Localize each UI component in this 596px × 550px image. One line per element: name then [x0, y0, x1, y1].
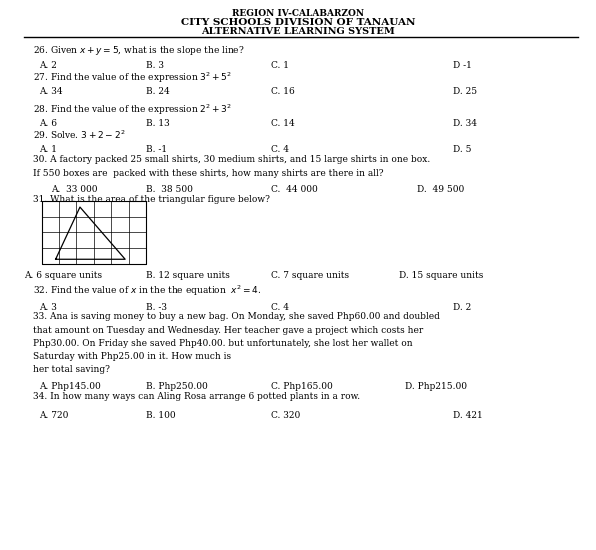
Text: D.  49 500: D. 49 500 — [417, 185, 464, 194]
Text: that amount on Tuesday and Wednesday. Her teacher gave a project which costs her: that amount on Tuesday and Wednesday. He… — [33, 326, 423, 334]
Text: 30. A factory packed 25 small shirts, 30 medium shirts, and 15 large shirts in o: 30. A factory packed 25 small shirts, 30… — [33, 155, 430, 164]
Text: B. Php250.00: B. Php250.00 — [146, 382, 208, 390]
Text: C. 7 square units: C. 7 square units — [271, 271, 349, 279]
Text: D. Php215.00: D. Php215.00 — [405, 382, 467, 390]
Text: 31. What is the area of the triangular figure below?: 31. What is the area of the triangular f… — [33, 195, 269, 204]
Text: 27. Find the value of the expression $3^2+5^2$: 27. Find the value of the expression $3^… — [33, 70, 232, 85]
Text: B.  38 500: B. 38 500 — [146, 185, 193, 194]
Text: D. 2: D. 2 — [453, 302, 471, 311]
Text: D. 34: D. 34 — [453, 119, 477, 128]
Text: REGION IV-CALABARZON: REGION IV-CALABARZON — [232, 9, 364, 18]
Text: CITY SCHOOLS DIVISION OF TANAUAN: CITY SCHOOLS DIVISION OF TANAUAN — [181, 18, 415, 26]
Text: C. 320: C. 320 — [271, 411, 300, 420]
Text: D. 25: D. 25 — [453, 87, 477, 96]
Text: A. 6: A. 6 — [39, 119, 57, 128]
Text: C. 4: C. 4 — [271, 145, 289, 154]
Text: A. Php145.00: A. Php145.00 — [39, 382, 101, 390]
Text: B. 3: B. 3 — [146, 60, 164, 69]
Text: 34. In how many ways can Aling Rosa arrange 6 potted plants in a row.: 34. In how many ways can Aling Rosa arra… — [33, 392, 360, 400]
Text: C.  44 000: C. 44 000 — [271, 185, 318, 194]
Text: A. 6 square units: A. 6 square units — [24, 271, 102, 279]
Text: A. 1: A. 1 — [39, 145, 57, 154]
Text: A. 720: A. 720 — [39, 411, 68, 420]
Text: D. 5: D. 5 — [453, 145, 471, 154]
Text: 33. Ana is saving money to buy a new bag. On Monday, she saved Php60.00 and doub: 33. Ana is saving money to buy a new bag… — [33, 312, 440, 321]
Text: Php30.00. On Friday she saved Php40.00. but unfortunately, she lost her wallet o: Php30.00. On Friday she saved Php40.00. … — [33, 339, 412, 348]
Text: A. 34: A. 34 — [39, 87, 63, 96]
Text: C. 1: C. 1 — [271, 60, 289, 69]
Text: 26. Given $x + y = 5$, what is the slope the line?: 26. Given $x + y = 5$, what is the slope… — [33, 44, 244, 57]
Text: A. 3: A. 3 — [39, 302, 57, 311]
Bar — [42, 201, 146, 264]
Text: C. 14: C. 14 — [271, 119, 295, 128]
Text: 29. Solve. $3+2-2^2$: 29. Solve. $3+2-2^2$ — [33, 129, 125, 141]
Text: B. 100: B. 100 — [146, 411, 176, 420]
Text: 32. Find the value of $x$ in the the equation  $x^2=4$.: 32. Find the value of $x$ in the the equ… — [33, 283, 262, 298]
Text: A.  33 000: A. 33 000 — [51, 185, 97, 194]
Text: C. Php165.00: C. Php165.00 — [271, 382, 333, 390]
Text: her total saving?: her total saving? — [33, 365, 110, 374]
Text: B. 13: B. 13 — [146, 119, 170, 128]
Text: B. -3: B. -3 — [146, 302, 167, 311]
Text: If 550 boxes are  packed with these shirts, how many shirts are there in all?: If 550 boxes are packed with these shirt… — [33, 169, 383, 178]
Text: B. -1: B. -1 — [146, 145, 167, 154]
Text: D. 15 square units: D. 15 square units — [399, 271, 484, 279]
Text: C. 16: C. 16 — [271, 87, 295, 96]
Text: B. 24: B. 24 — [146, 87, 170, 96]
Text: D -1: D -1 — [453, 60, 472, 69]
Text: B. 12 square units: B. 12 square units — [146, 271, 230, 279]
Text: ALTERNATIVE LEARNING SYSTEM: ALTERNATIVE LEARNING SYSTEM — [201, 28, 395, 36]
Text: D. 421: D. 421 — [453, 411, 483, 420]
Text: C. 4: C. 4 — [271, 302, 289, 311]
Text: 28. Find the value of the expression $2^2+3^2$: 28. Find the value of the expression $2^… — [33, 102, 232, 117]
Text: Saturday with Php25.00 in it. How much is: Saturday with Php25.00 in it. How much i… — [33, 352, 231, 361]
Text: A. 2: A. 2 — [39, 60, 57, 69]
